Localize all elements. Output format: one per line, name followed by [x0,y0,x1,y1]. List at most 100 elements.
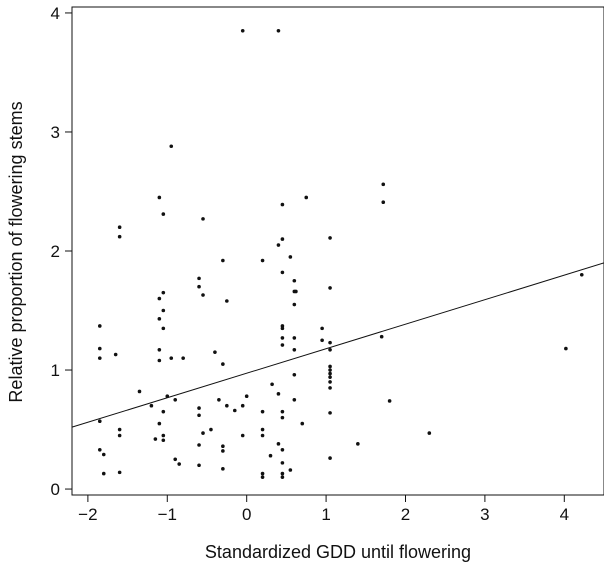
data-point [579,273,584,277]
data-point [280,270,285,275]
data-point [381,200,386,204]
data-point [270,382,274,387]
data-point [117,427,122,432]
data-point [157,317,162,321]
data-point [97,324,102,328]
data-point [161,433,166,438]
data-point [117,225,122,229]
data-point [427,431,432,435]
data-point [157,358,162,363]
data-point [304,195,309,200]
data-point [201,217,205,221]
data-point [328,286,332,290]
y-tick-label: 0 [51,480,60,499]
data-point [288,255,293,259]
x-axis-title: Standardized GDD until flowering [205,542,471,562]
y-tick-label: 1 [51,361,60,380]
data-point [280,336,285,340]
data-point [240,433,245,438]
data-point [300,421,305,426]
data-point [213,350,217,354]
data-point [161,308,166,313]
data-point [276,243,281,247]
y-axis: 0 1 2 3 4 [51,4,72,499]
data-point [328,347,332,352]
x-axis: −2 −1 0 1 2 3 4 [78,495,569,524]
data-point [328,340,332,345]
data-point [320,326,324,331]
data-point [387,399,392,403]
data-point [221,449,225,453]
data-point [328,380,332,384]
data-point [280,202,285,207]
data-point [157,195,162,200]
data-point [294,289,298,294]
x-tick-label: −1 [158,505,177,524]
data-point [149,403,154,408]
data-point [157,421,162,426]
x-tick-label: 1 [321,505,330,524]
data-point [173,397,178,402]
data-point [197,284,201,289]
data-point [260,409,265,414]
data-point [328,456,332,460]
data-point [97,447,102,452]
data-point [280,461,285,465]
data-point [197,406,201,410]
plot-frame [71,6,604,496]
x-tick-label: −2 [78,505,97,524]
data-point [97,356,102,360]
data-point [260,433,265,438]
data-point [260,475,265,479]
data-point [181,356,185,360]
data-point [276,442,281,446]
data-point [280,475,285,479]
data-point [169,144,174,149]
trend-line [71,262,604,428]
data-point [232,408,237,413]
data-point [177,462,181,466]
data-point [328,368,332,372]
data-point [201,431,205,435]
data-point [113,352,118,357]
data-point [161,438,166,443]
data-point [292,372,297,377]
data-point [280,237,285,241]
data-point [221,467,225,471]
x-tick-label: 3 [480,505,489,524]
data-point [268,453,273,458]
data-point [564,346,568,351]
data-point [97,419,102,424]
data-point [328,386,332,390]
data-point [280,447,285,452]
data-point [217,397,221,402]
data-point [153,437,158,441]
data-point [101,452,106,457]
data-point [161,409,166,414]
data-point [328,411,332,415]
data-point [101,471,106,476]
data-point [292,278,297,283]
data-point [169,356,174,360]
data-point [276,29,281,33]
data-point [161,290,166,295]
x-tick-label: 2 [401,505,410,524]
data-point [225,403,229,408]
data-point [201,293,205,297]
data-point [280,326,285,331]
y-tick-label: 3 [51,123,60,142]
y-axis-title: Relative proportion of flowering stems [6,101,26,402]
data-point [280,415,285,420]
data-point [288,468,293,472]
data-point [221,362,225,366]
data-point [221,258,225,263]
data-point [328,364,332,369]
data-point [117,234,122,239]
data-point [381,182,386,187]
x-tick-label: 0 [242,505,251,524]
data-point [225,299,229,303]
data-point [209,427,213,432]
data-point [197,413,201,418]
y-tick-label: 4 [51,4,60,23]
